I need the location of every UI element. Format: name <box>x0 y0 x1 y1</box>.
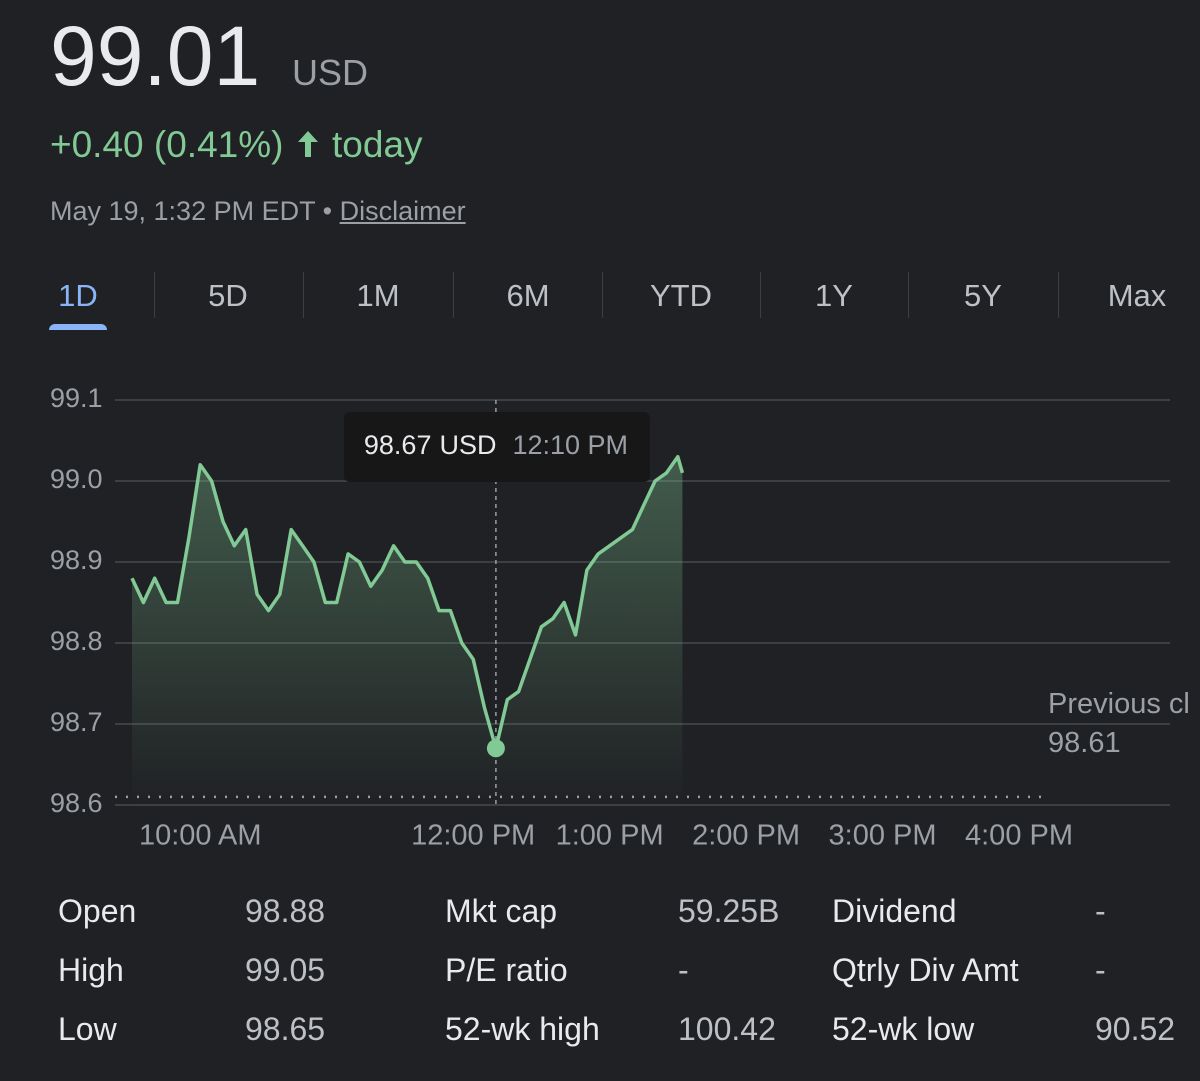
stat-value: 59.25B <box>678 893 780 929</box>
y-tick-label: 98.9 <box>50 545 103 575</box>
chart: 98.6 98.7 98.8 98.9 99.0 99.1 10:00 AM 12:00 PM… <box>50 383 1190 852</box>
x-tick-label: 1:00 PM <box>556 820 664 852</box>
tab[interactable]: Max <box>1107 278 1167 313</box>
stat-label: Dividend <box>832 893 957 929</box>
y-tick-label: 98.8 <box>50 626 103 656</box>
price-line <box>130 454 685 751</box>
x-tick-label: 12:00 PM <box>411 820 535 852</box>
previous-close-text: Previous close 98.61 <box>1040 685 1190 763</box>
timestamp-row: May 19, 1:32 PM EDT • Disclaimer <box>50 196 466 227</box>
y-tick-label: 99.0 <box>50 464 103 494</box>
x-tick-label: 10:00 AM <box>139 820 262 852</box>
tab-separator <box>453 272 454 318</box>
timestamp: May 19, 1:32 PM EDT <box>50 196 316 226</box>
change-row: +0.40 (0.41%) today <box>50 124 423 166</box>
tab[interactable]: 1M <box>356 278 400 313</box>
tab-separator <box>1058 272 1059 318</box>
tab[interactable]: YTD <box>650 278 712 313</box>
stat-label: 52-wk high <box>445 1011 600 1047</box>
stat-label: Low <box>58 1011 117 1047</box>
stat-label: Qtrly Div Amt <box>832 952 1019 988</box>
stat-label: Open <box>58 893 137 929</box>
tooltip-text: 98.67 USD 12:10 PM <box>364 430 628 460</box>
stat-value: - <box>1095 893 1106 929</box>
stat-label: High <box>58 952 124 988</box>
x-tick-label: 4:00 PM <box>965 820 1073 852</box>
previous-close-label: Previous close <box>1048 687 1190 720</box>
tooltip-time: 12:10 PM <box>512 430 628 460</box>
tab-separator <box>908 272 909 318</box>
tab-indicator <box>49 324 107 330</box>
disclaimer-link[interactable]: Disclaimer <box>339 196 466 226</box>
tooltip-price: 98.67 <box>364 430 432 460</box>
stat-value: 100.42 <box>678 1011 776 1047</box>
stat-value: 98.65 <box>245 1011 326 1047</box>
stat-label: P/E ratio <box>445 952 568 988</box>
tab[interactable]: 6M <box>506 278 550 313</box>
y-tick-label: 99.1 <box>50 383 103 413</box>
change: +0.40 (0.41%) <box>50 124 284 165</box>
stat-value: - <box>678 952 689 988</box>
tab[interactable]: 5Y <box>964 278 1002 313</box>
tab[interactable]: 1D <box>58 278 98 313</box>
stat-label: 52-wk low <box>832 1011 975 1047</box>
y-tick-label: 98.7 <box>50 707 103 737</box>
tab[interactable]: 1Y <box>815 278 853 313</box>
previous-close-value: 98.61 <box>1048 726 1121 759</box>
tab-separator <box>303 272 304 318</box>
tab-separator <box>154 272 155 318</box>
previous-close-box: Previous close 98.61 <box>1040 685 1190 763</box>
period: today <box>332 124 423 165</box>
price: 99.01 <box>50 9 261 103</box>
currency: USD <box>292 52 369 93</box>
x-tick-label: 2:00 PM <box>692 820 800 852</box>
separator: • <box>322 196 333 226</box>
hover-point <box>486 739 505 758</box>
area-fill <box>132 456 683 805</box>
stat-value: 99.05 <box>245 952 326 988</box>
stat-value: 98.88 <box>245 893 326 929</box>
tab-separator <box>602 272 603 318</box>
stat-value: 90.52 <box>1095 1011 1176 1047</box>
tooltip-currency: USD <box>439 430 496 460</box>
x-tick-label: 3:00 PM <box>829 820 937 852</box>
tooltip-box <box>343 412 650 482</box>
y-tick-label: 98.6 <box>50 788 103 818</box>
stat-label: Mkt cap <box>445 893 558 929</box>
tab-separator <box>760 272 761 318</box>
tab[interactable]: 5D <box>208 278 248 313</box>
stat-value: - <box>1095 952 1106 988</box>
up-arrow <box>297 131 318 157</box>
